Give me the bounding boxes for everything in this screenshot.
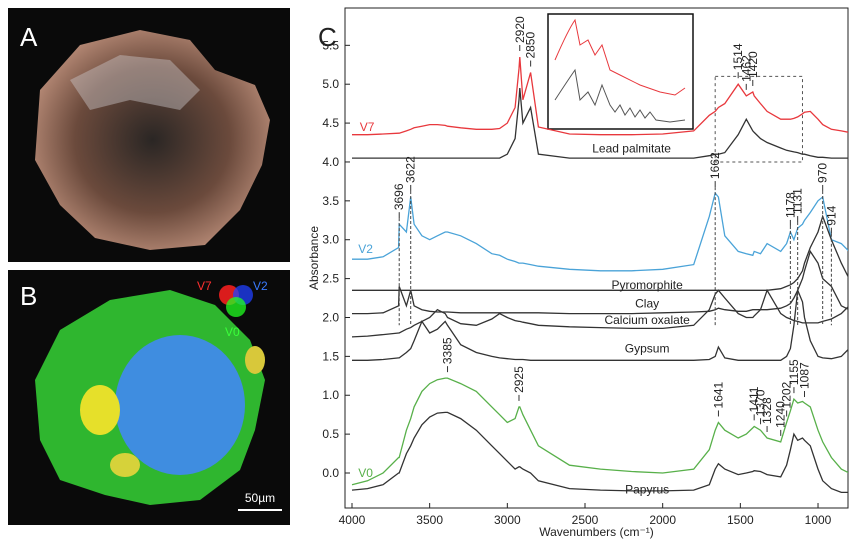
y-tick-label: 2.0 [322,310,339,324]
spectrum [352,249,848,315]
spectrum [351,411,848,494]
peak-label: 1411 [747,386,761,412]
peak-label: 1514 [731,43,745,70]
series-label: Papyrus [625,482,669,496]
peak-label: 1155 [787,359,801,385]
inset-curve [554,68,686,123]
map-yellow [80,385,120,435]
x-tick-label: 3000 [494,513,521,527]
spectrum [352,214,848,291]
y-tick-label: 0.5 [322,427,339,441]
peak-label: 1328 [760,397,774,424]
channel-label: V2 [253,279,268,293]
y-tick-label: 5.5 [322,38,339,52]
series-label: V7 [360,120,375,134]
peak-label: 1462 [739,55,753,82]
y-tick-label: 0.0 [322,466,339,480]
y-tick-label: 2.5 [322,272,339,286]
spectrum [352,88,848,159]
series-label: Pyromorphite [611,278,683,292]
spectrum [352,290,848,361]
x-tick-label: 4000 [339,513,366,527]
peak-label: 1240 [774,401,788,428]
x-tick-label: 1000 [805,513,832,527]
y-tick-label: 1.5 [322,349,339,363]
plot-frame [344,7,849,509]
peak-label: 2920 [513,16,527,43]
peak-label: 3385 [441,337,455,364]
x-tick-label: 3500 [416,513,443,527]
series-label: Calcium oxalate [604,313,690,327]
inset-box [547,13,694,130]
peak-label: 2925 [512,366,526,393]
inset-curve [554,18,686,96]
peak-label: 1420 [746,51,760,78]
peak-label: 1662 [708,152,722,179]
spectrum [351,288,848,338]
series-label: Gypsum [625,342,670,356]
spectrum [352,56,848,136]
x-axis-label: Wavenumbers (cm⁻¹) [539,525,654,539]
peak-label: 914 [824,205,838,225]
spectrum [351,377,848,486]
peak-label: 1641 [711,381,725,408]
scale-label: 50µm [245,491,275,505]
peak-label: 970 [816,163,830,183]
peak-label: 1178 [783,192,797,218]
series-label: Lead palmitate [592,142,671,156]
y-tick-label: 5.0 [322,77,339,91]
peak-label: 1087 [798,362,812,389]
peak-label: 2850 [524,32,538,59]
panel-label: B [20,281,37,311]
y-tick-label: 3.0 [322,233,339,247]
x-tick-label: 2500 [572,513,599,527]
channel-label: V0 [225,325,240,339]
peak-label: 3696 [392,183,406,210]
series-label: Clay [635,296,659,310]
sample-photo [35,30,270,250]
x-tick-label: 2000 [649,513,676,527]
sample-highlight [70,55,200,110]
peak-label: 1202 [780,381,794,408]
x-tick-label: 1500 [727,513,754,527]
series-label: V0 [358,466,373,480]
rgb-legend [226,297,246,317]
zoom-box [714,75,803,163]
y-tick-label: 4.5 [322,116,339,130]
map-blue [115,335,245,475]
series-label: V2 [358,242,373,256]
peak-label: 3622 [404,156,418,183]
map-yellow [245,346,265,374]
channel-label: V7 [197,279,212,293]
panel-label: A [20,22,38,52]
panel-label: C [318,22,337,52]
peak-label: 1370 [754,389,768,416]
spectra [351,56,848,494]
peak-label: 1131 [791,188,805,214]
y-tick-label: 3.5 [322,194,339,208]
y-tick-label: 4.0 [322,155,339,169]
spectrum [352,191,848,272]
map-yellow [110,453,140,477]
y-axis-label: Absorbance [307,226,321,290]
y-tick-label: 1.0 [322,388,339,402]
